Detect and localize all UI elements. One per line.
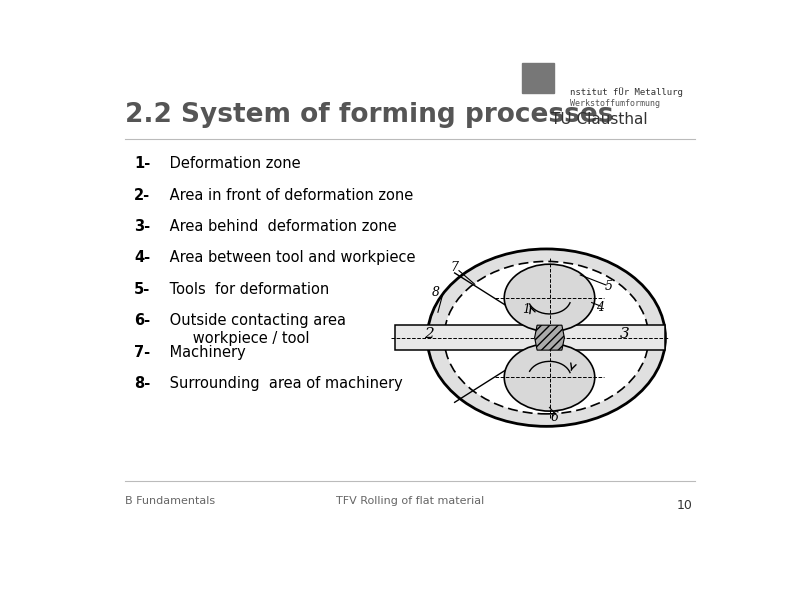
Text: 1: 1: [522, 304, 530, 316]
Text: 4-: 4-: [134, 250, 150, 265]
Circle shape: [444, 262, 649, 414]
Text: Werkstoffumformung: Werkstoffumformung: [570, 99, 660, 108]
Text: Surrounding  area of machinery: Surrounding area of machinery: [165, 376, 403, 391]
Text: 2: 2: [424, 327, 434, 341]
Text: TU Clausthal: TU Clausthal: [551, 112, 648, 127]
Text: 10: 10: [676, 499, 692, 512]
Text: Area behind  deformation zone: Area behind deformation zone: [165, 219, 397, 234]
Text: 6: 6: [550, 410, 558, 424]
Circle shape: [504, 264, 594, 332]
Text: WUC: WUC: [715, 562, 755, 577]
Text: nstitut fÜr Metallurg: nstitut fÜr Metallurg: [570, 87, 683, 97]
Text: 1-: 1-: [134, 156, 150, 171]
Text: B Fundamentals: B Fundamentals: [125, 496, 215, 506]
Text: 5-: 5-: [134, 282, 150, 297]
Bar: [522, 63, 554, 93]
Text: Outside contacting area
      workpiece / tool: Outside contacting area workpiece / tool: [165, 313, 346, 346]
Text: 8-: 8-: [134, 376, 150, 391]
Polygon shape: [534, 325, 564, 350]
Text: 8: 8: [432, 286, 440, 299]
Text: 7: 7: [450, 261, 458, 274]
Circle shape: [427, 249, 666, 427]
Bar: [394, 325, 666, 350]
Text: Tools  for deformation: Tools for deformation: [165, 282, 330, 297]
Text: 2-: 2-: [134, 187, 150, 202]
Text: 3-: 3-: [134, 219, 150, 234]
Text: 7-: 7-: [134, 344, 150, 359]
Text: 3: 3: [620, 327, 630, 341]
Text: Deformation zone: Deformation zone: [165, 156, 301, 171]
Text: 5: 5: [605, 280, 613, 293]
Text: TFV Rolling of flat material: TFV Rolling of flat material: [336, 496, 484, 506]
Text: Area in front of deformation zone: Area in front of deformation zone: [165, 187, 414, 202]
Text: 2.2 System of forming processes: 2.2 System of forming processes: [125, 102, 614, 128]
Text: 4: 4: [596, 301, 604, 314]
Text: Area between tool and workpiece: Area between tool and workpiece: [165, 250, 416, 265]
Text: Machinery: Machinery: [165, 344, 246, 359]
Circle shape: [504, 344, 594, 411]
Text: 6-: 6-: [134, 313, 150, 328]
